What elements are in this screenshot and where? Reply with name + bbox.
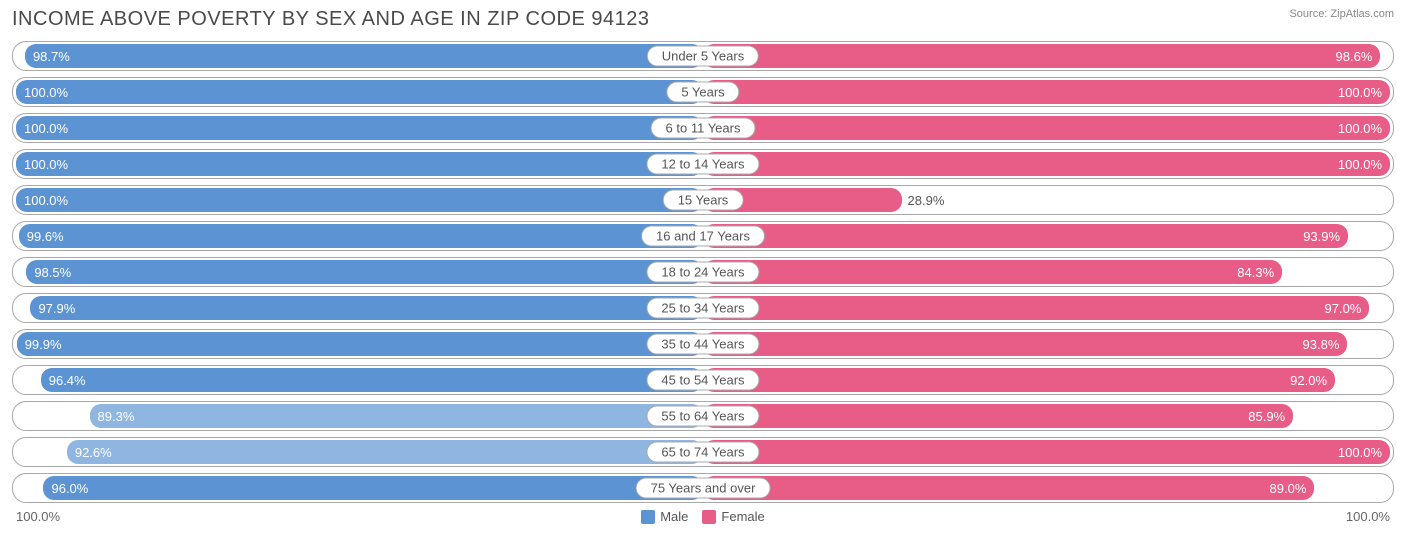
age-label: 55 to 64 Years <box>646 406 759 427</box>
male-value-label: 97.9% <box>38 301 75 316</box>
male-bar: 100.0% <box>16 116 703 140</box>
age-label: Under 5 Years <box>647 46 759 67</box>
male-bar: 98.7% <box>25 44 703 68</box>
male-value-label: 96.4% <box>49 373 86 388</box>
chart-title: INCOME ABOVE POVERTY BY SEX AND AGE IN Z… <box>12 8 649 31</box>
male-value-label: 99.9% <box>25 337 62 352</box>
legend-swatch <box>641 510 655 524</box>
male-value-label: 96.0% <box>51 481 88 496</box>
chart-row: 98.5% 84.3% 18 to 24 Years <box>12 257 1394 287</box>
female-bar: 100.0% <box>703 440 1390 464</box>
axis-right-label: 100.0% <box>1346 509 1390 524</box>
male-bar: 89.3% <box>90 404 703 428</box>
female-value-label: 28.9% <box>908 193 945 208</box>
age-label: 16 and 17 Years <box>641 226 765 247</box>
age-label: 45 to 54 Years <box>646 370 759 391</box>
age-label: 65 to 74 Years <box>646 442 759 463</box>
age-label: 18 to 24 Years <box>646 262 759 283</box>
chart-row: 89.3% 85.9% 55 to 64 Years <box>12 401 1394 431</box>
female-bar: 93.9% <box>703 224 1348 248</box>
female-bar: 100.0% <box>703 80 1390 104</box>
male-bar: 92.6% <box>67 440 703 464</box>
male-value-label: 99.6% <box>27 229 64 244</box>
male-value-label: 92.6% <box>75 445 112 460</box>
female-value-label: 97.0% <box>1325 301 1362 316</box>
male-value-label: 100.0% <box>24 121 68 136</box>
female-bar: 85.9% <box>703 404 1293 428</box>
chart-row: 96.4% 92.0% 45 to 54 Years <box>12 365 1394 395</box>
age-label: 12 to 14 Years <box>646 154 759 175</box>
female-value-label: 100.0% <box>1338 121 1382 136</box>
legend-label: Female <box>721 509 764 524</box>
legend-label: Male <box>660 509 688 524</box>
male-value-label: 100.0% <box>24 85 68 100</box>
female-value-label: 93.8% <box>1303 337 1340 352</box>
female-bar: 100.0% <box>703 116 1390 140</box>
chart-row: 92.6% 100.0% 65 to 74 Years <box>12 437 1394 467</box>
male-bar: 97.9% <box>30 296 703 320</box>
age-label: 75 Years and over <box>636 478 771 499</box>
age-label: 25 to 34 Years <box>646 298 759 319</box>
age-label: 5 Years <box>666 82 739 103</box>
male-bar: 96.0% <box>43 476 703 500</box>
legend: Male Female <box>641 509 765 524</box>
age-label: 35 to 44 Years <box>646 334 759 355</box>
male-value-label: 98.7% <box>33 49 70 64</box>
chart-row: 100.0% 100.0% 6 to 11 Years <box>12 113 1394 143</box>
chart-body: 98.7% 98.6% Under 5 Years 100.0% 100.0% 5 Yea… <box>12 41 1394 503</box>
female-bar: 84.3% <box>703 260 1282 284</box>
legend-item: Male <box>641 509 688 524</box>
female-value-label: 84.3% <box>1237 265 1274 280</box>
chart-row: 97.9% 97.0% 25 to 34 Years <box>12 293 1394 323</box>
male-value-label: 100.0% <box>24 157 68 172</box>
female-bar: 98.6% <box>703 44 1380 68</box>
chart-row: 96.0% 89.0% 75 Years and over <box>12 473 1394 503</box>
female-value-label: 89.0% <box>1270 481 1307 496</box>
male-bar: 100.0% <box>16 80 703 104</box>
female-value-label: 98.6% <box>1336 49 1373 64</box>
female-value-label: 100.0% <box>1338 85 1382 100</box>
female-bar: 92.0% <box>703 368 1335 392</box>
female-bar: 97.0% <box>703 296 1369 320</box>
female-value-label: 100.0% <box>1338 157 1382 172</box>
legend-item: Female <box>702 509 764 524</box>
female-value-label: 92.0% <box>1290 373 1327 388</box>
male-value-label: 100.0% <box>24 193 68 208</box>
axis-left-label: 100.0% <box>16 509 60 524</box>
legend-swatch <box>702 510 716 524</box>
male-value-label: 98.5% <box>34 265 71 280</box>
source-attribution: Source: ZipAtlas.com <box>1289 8 1394 20</box>
male-value-label: 89.3% <box>98 409 135 424</box>
male-bar: 100.0% <box>16 188 703 212</box>
female-value-label: 93.9% <box>1303 229 1340 244</box>
female-bar: 93.8% <box>703 332 1347 356</box>
female-bar: 89.0% <box>703 476 1314 500</box>
male-bar: 99.9% <box>17 332 703 356</box>
female-bar: 100.0% <box>703 152 1390 176</box>
chart-row: 100.0% 28.9% 15 Years <box>12 185 1394 215</box>
female-value-label: 100.0% <box>1338 445 1382 460</box>
male-bar: 99.6% <box>19 224 703 248</box>
male-bar: 98.5% <box>26 260 703 284</box>
chart-row: 98.7% 98.6% Under 5 Years <box>12 41 1394 71</box>
chart-row: 100.0% 100.0% 5 Years <box>12 77 1394 107</box>
female-value-label: 85.9% <box>1248 409 1285 424</box>
age-label: 15 Years <box>663 190 744 211</box>
chart-row: 99.6% 93.9% 16 and 17 Years <box>12 221 1394 251</box>
age-label: 6 to 11 Years <box>651 118 756 139</box>
male-bar: 100.0% <box>16 152 703 176</box>
chart-row: 100.0% 100.0% 12 to 14 Years <box>12 149 1394 179</box>
male-bar: 96.4% <box>41 368 703 392</box>
chart-row: 99.9% 93.8% 35 to 44 Years <box>12 329 1394 359</box>
